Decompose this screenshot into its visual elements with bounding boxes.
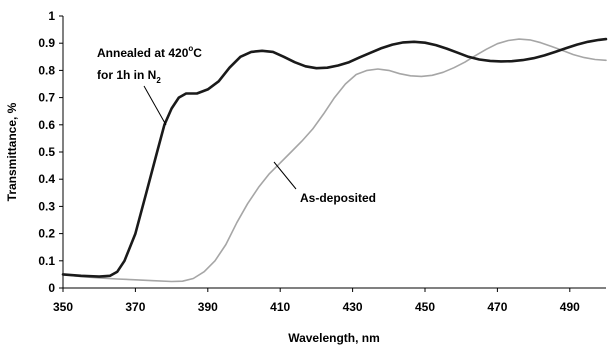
x-tick-label: 470 (487, 300, 507, 314)
y-ticks: 0 0.1 0.2 0.3 0.4 0.5 0.6 0.7 0.8 0.9 1 (38, 9, 63, 295)
y-tick-label: 0.6 (38, 118, 55, 132)
x-tick-label: 490 (560, 300, 580, 314)
y-tick-label: 0.9 (38, 36, 55, 50)
asdeposited-series-line (62, 38, 607, 283)
y-tick-label: 0.2 (38, 227, 55, 241)
annealed-label-line1: Annealed at 420oC (97, 44, 202, 60)
x-tick-label: 450 (415, 300, 435, 314)
y-tick-label: 0.5 (38, 145, 55, 159)
asdeposited-annotation: As-deposited (273, 161, 376, 205)
x-tick-label: 350 (53, 300, 73, 314)
y-axis: 0 0.1 0.2 0.3 0.4 0.5 0.6 0.7 0.8 0.9 1 (38, 9, 64, 295)
y-tick-label: 0.3 (38, 199, 55, 213)
y-tick-label: 1 (48, 9, 55, 23)
annealed-series-line (61, 37, 608, 278)
annealed-annotation: Annealed at 420oC for 1h in N2 (97, 44, 202, 126)
y-tick-label: 0.4 (38, 172, 55, 186)
annealed-pointer (143, 85, 167, 126)
x-tick-label: 390 (198, 300, 218, 314)
x-tick-label: 410 (270, 300, 290, 314)
y-tick-label: 0.8 (38, 63, 55, 77)
y-tick-label: 0.7 (38, 91, 55, 105)
y-tick-label: 0 (48, 281, 55, 295)
annealed-label-line2: for 1h in N2 (97, 68, 161, 85)
y-tick-label: 0.1 (38, 254, 55, 268)
y-axis-title: Transmittance, % (5, 102, 19, 201)
x-axis: 350 370 390 410 430 450 470 490 (53, 287, 606, 314)
asdeposited-pointer (273, 161, 297, 190)
x-ticks: 350 370 390 410 430 450 470 490 (53, 288, 580, 314)
x-tick-label: 370 (125, 300, 145, 314)
x-tick-label: 430 (343, 300, 363, 314)
x-axis-title: Wavelength, nm (288, 331, 380, 345)
series-layer (61, 37, 608, 283)
asdeposited-label: As-deposited (300, 191, 376, 205)
